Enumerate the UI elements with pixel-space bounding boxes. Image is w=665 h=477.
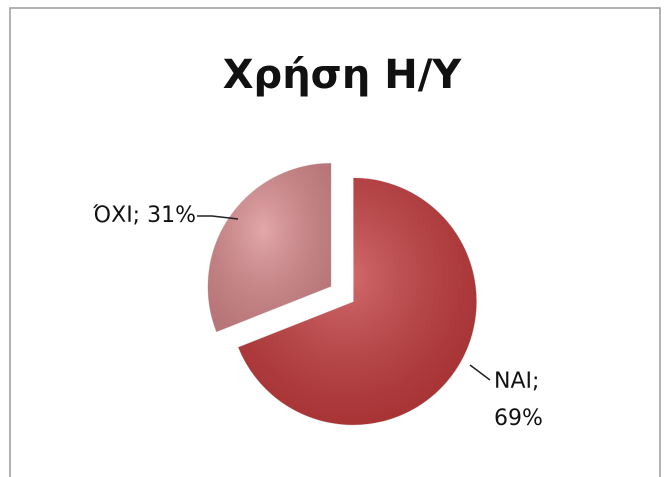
chart-border <box>9 7 661 477</box>
leader-line <box>469 364 491 381</box>
data-label: ΝΑΙ; 69% <box>494 369 543 431</box>
slice-shade <box>237 177 477 426</box>
slice-shade <box>207 162 332 333</box>
data-label: ΌΧΙ; 31% <box>92 203 196 228</box>
chart-title: Χρήση Η/Υ <box>223 52 463 98</box>
pie <box>206 162 478 426</box>
leader-line <box>197 215 239 220</box>
